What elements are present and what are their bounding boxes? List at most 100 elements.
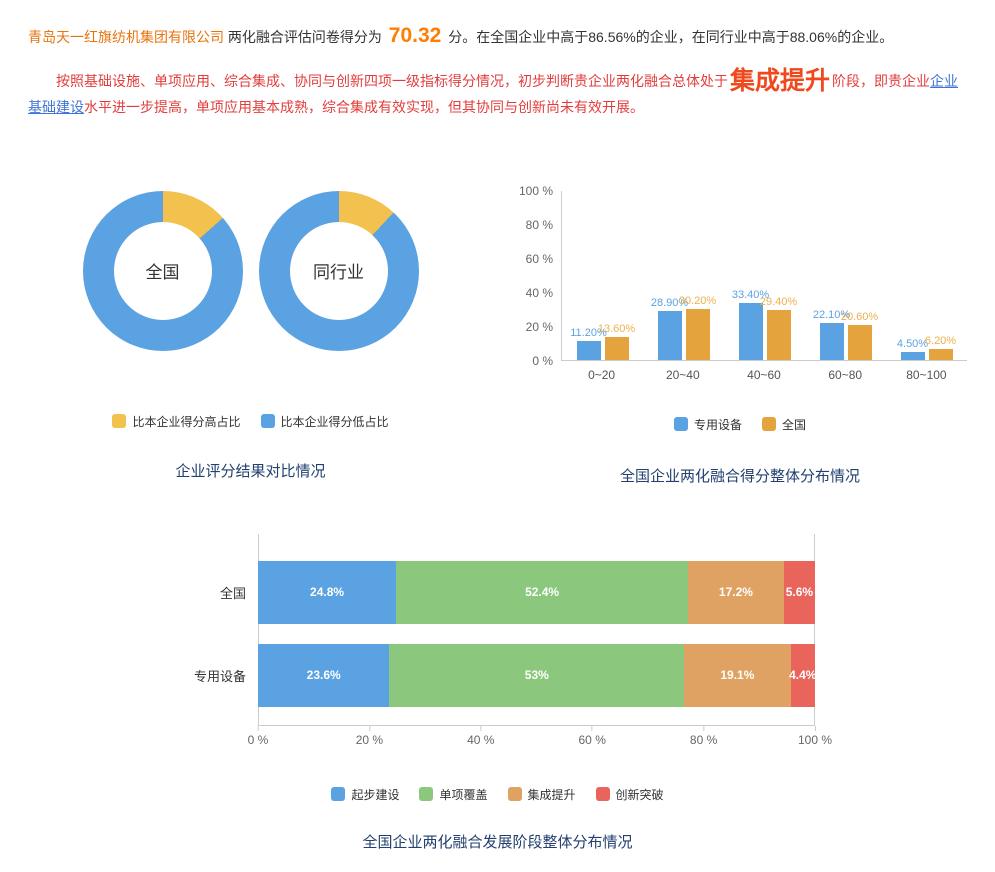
donut-chart-title: 企业评分结果对比情况 — [175, 462, 326, 480]
bar-value-label: 4.50% — [896, 338, 929, 351]
bar[interactable] — [576, 340, 601, 360]
stacked-segment[interactable]: 19.1% — [684, 643, 791, 707]
score-detail-text: 分。在全国企业中高于86.56%的企业，在同行业中高于88.06%的企业。 — [444, 29, 894, 45]
stacked-segment[interactable]: 23.6% — [258, 643, 390, 707]
bar-plot: 11.20% 13.60% 28.90% 30.20% 33.40% 29.40% 22.1… — [561, 190, 967, 361]
donut-hole: 同行业 — [289, 221, 388, 320]
bar-wrap: 4.50% — [897, 191, 928, 360]
legend-item[interactable]: 专用设备 — [673, 416, 742, 433]
bar[interactable] — [819, 322, 844, 360]
bar-group: 11.20% 13.60% — [562, 191, 643, 360]
charts-row: 全国 同行业 比本企业得分高占比 比本企业得分低占比 企业评分结果对比情况 0 % 2… — [28, 184, 967, 486]
bar-wrap: 33.40% — [732, 191, 769, 360]
stacked-x-axis: 0 % 20 % 40 % 60 % 80 % 100 % — [248, 726, 832, 750]
legend-swatch — [595, 787, 610, 802]
bar-value-label: 20.60% — [840, 311, 879, 324]
stacked-segment[interactable]: 24.8% — [258, 560, 397, 624]
stacked-plot: 全国 24.8% 52.4% 17.2% 5.6% 专用设备 23.6% 53% 19.1% 4.… — [28, 533, 832, 750]
bar[interactable] — [685, 308, 710, 360]
legend-swatch — [762, 417, 776, 432]
stage-name: 集成提升 — [730, 66, 831, 95]
legend-item[interactable]: 起步建设 — [331, 786, 399, 803]
bar-wrap: 6.20% — [925, 191, 956, 360]
bar-value-label: 22.10% — [812, 308, 851, 321]
legend-label: 起步建设 — [351, 787, 400, 802]
legend-swatch — [507, 787, 522, 802]
bar-wrap: 13.60% — [598, 191, 635, 360]
bar[interactable] — [900, 352, 925, 360]
bar-group: 4.50% 6.20% — [886, 191, 967, 360]
bar[interactable] — [604, 336, 629, 360]
row-category-label: 全国 — [219, 585, 246, 601]
stacked-bar: 24.8% 52.4% 17.2% 5.6% — [258, 560, 815, 624]
stacked-segment[interactable]: 17.2% — [688, 560, 784, 624]
bar-group: 33.40% 29.40% — [724, 191, 805, 360]
bar-wrap: 11.20% — [570, 191, 607, 360]
stacked-segment[interactable]: 52.4% — [396, 560, 689, 624]
bar-wrap: 22.10% — [813, 191, 850, 360]
donut-chart[interactable]: 全国 — [82, 190, 243, 351]
bar[interactable] — [928, 349, 953, 360]
stacked-bar: 23.6% 53% 19.1% 4.4% — [258, 643, 816, 707]
bar-wrap: 20.60% — [841, 191, 878, 360]
donut-legend: 比本企业得分高占比 比本企业得分低占比 — [28, 413, 473, 430]
y-axis-tick-label: 0 % — [532, 353, 553, 368]
legend-item[interactable]: 单项覆盖 — [419, 786, 488, 803]
bar-value-label: 11.20% — [570, 326, 607, 339]
stacked-segment[interactable]: 53% — [389, 643, 685, 707]
y-axis-tick-label: 40 % — [525, 285, 553, 300]
y-axis-tick-label: 60 % — [525, 251, 553, 266]
donut-hole: 全国 — [113, 221, 212, 320]
bar-value-label: 29.40% — [759, 296, 798, 309]
bar-group: 22.10% 20.60% — [805, 191, 886, 360]
donut-row: 全国 同行业 — [28, 190, 473, 351]
legend-swatch — [260, 414, 275, 429]
legend-item[interactable]: 比本企业得分高占比 — [112, 413, 241, 430]
legend-item[interactable]: 集成提升 — [507, 786, 576, 803]
company-name: 青岛天一红旗纺机集团有限公司 — [28, 29, 224, 45]
legend-label: 专用设备 — [693, 417, 742, 432]
legend-label: 比本企业得分低占比 — [280, 414, 389, 429]
bar[interactable] — [766, 310, 791, 360]
legend-swatch — [673, 417, 688, 432]
x-axis-tick-label: 60 % — [579, 726, 606, 747]
stacked-row: 专用设备 23.6% 53% 19.1% 4.4% — [28, 643, 816, 707]
bar-y-axis: 0 % 20 % 40 % 60 % 80 % 100 % — [513, 184, 561, 368]
score-summary-line: 青岛天一红旗纺机集团有限公司 两化融合评估问卷得分为 70.32 分。在全国企业… — [28, 18, 967, 54]
legend-label: 全国 — [782, 417, 807, 432]
donut-center-label: 同行业 — [313, 263, 364, 283]
x-axis-category: 0~20 — [588, 367, 616, 382]
score-intro-text: 两化融合评估问卷得分为 — [224, 29, 386, 45]
stacked-chart-title: 全国企业两化融合发展阶段整体分布情况 — [362, 833, 633, 851]
bar[interactable] — [847, 325, 872, 360]
legend-item[interactable]: 比本企业得分低占比 — [260, 413, 389, 430]
x-axis-tick-label: 100 % — [798, 726, 832, 747]
bar-value-label: 6.20% — [924, 335, 957, 348]
donut-center-label: 全国 — [145, 263, 180, 283]
bar-legend: 专用设备 全国 — [513, 416, 967, 433]
bar-value-label: 28.90% — [650, 297, 689, 310]
stage-desc-part2: 阶段，即贵企业 — [832, 72, 931, 89]
bar-wrap: 29.40% — [760, 191, 797, 360]
stacked-segment[interactable]: 4.4% — [789, 643, 816, 707]
x-axis-tick-label: 80 % — [690, 726, 717, 747]
donut-chart[interactable]: 同行业 — [258, 190, 419, 351]
bar-x-labels: 0~20 20~40 40~60 60~80 80~100 — [561, 368, 967, 382]
grouped-bar-chart: 0 % 20 % 40 % 60 % 80 % 100 % 11.20% 13.60% 28.… — [513, 184, 967, 382]
x-axis-tick-label: 40 % — [467, 726, 494, 747]
stacked-segment[interactable]: 5.6% — [783, 560, 815, 624]
legend-label: 比本企业得分高占比 — [132, 414, 241, 429]
x-axis-category: 20~40 — [665, 367, 700, 382]
donut-chart-section: 全国 同行业 比本企业得分高占比 比本企业得分低占比 企业评分结果对比情况 — [28, 190, 473, 486]
bar-chart-title: 全国企业两化融合得分整体分布情况 — [619, 467, 860, 485]
x-axis-tick-label: 20 % — [356, 726, 383, 747]
x-axis-category: 40~60 — [747, 367, 781, 382]
score-value: 70.32 — [388, 24, 442, 47]
legend-item[interactable]: 创新突破 — [595, 786, 664, 803]
report-header: 青岛天一红旗纺机集团有限公司 两化融合评估问卷得分为 70.32 分。在全国企业… — [28, 18, 967, 121]
infrastructure-link[interactable]: 企业基础建设 — [28, 72, 959, 116]
legend-item[interactable]: 全国 — [762, 416, 806, 433]
bar[interactable] — [738, 303, 763, 360]
bar[interactable] — [657, 311, 682, 360]
